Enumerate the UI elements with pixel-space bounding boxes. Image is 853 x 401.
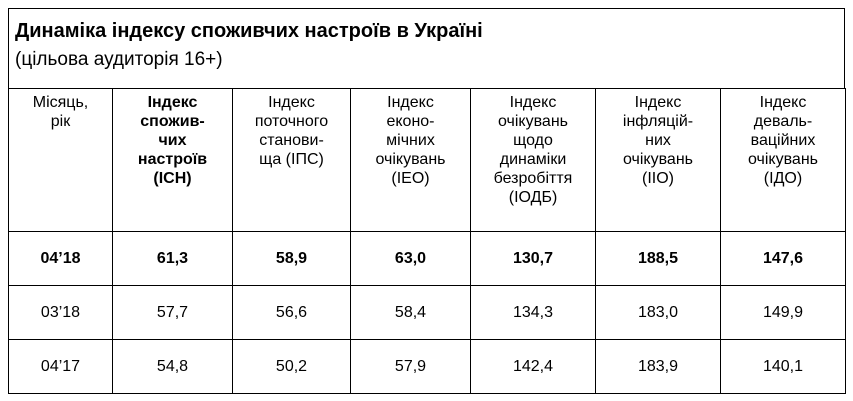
header-row: Місяць, рік Індекс спожив- чих настроїв …	[8, 88, 846, 232]
cell: 130,7	[470, 231, 596, 286]
cell: 183,9	[595, 339, 721, 394]
cell: 188,5	[595, 231, 721, 286]
subtitle: (цільова аудиторія 16+)	[15, 49, 223, 70]
cell: 63,0	[350, 231, 471, 286]
table-row: 04’17 54,8 50,2 57,9 142,4 183,9 140,1	[8, 339, 846, 394]
table: Місяць, рік Індекс спожив- чих настроїв …	[8, 88, 846, 394]
column-header: Індекс очікувань щодо динаміки безробітт…	[470, 88, 596, 232]
cell: 50,2	[232, 339, 351, 394]
row-label: 03’18	[8, 285, 113, 340]
cell: 61,3	[112, 231, 233, 286]
document: Динаміка індексу споживчих настроїв в Ук…	[8, 8, 846, 394]
column-header: Індекс деваль- ваційних очікувань (ІДО)	[720, 88, 846, 232]
table-row: 03’18 57,7 56,6 58,4 134,3 183,0 149,9	[8, 285, 846, 340]
cell: 58,4	[350, 285, 471, 340]
cell: 57,7	[112, 285, 233, 340]
column-header: Індекс еконо- мічних очікувань (ІЕО)	[350, 88, 471, 232]
row-label: 04’17	[8, 339, 113, 394]
cell: 183,0	[595, 285, 721, 340]
cell: 149,9	[720, 285, 846, 340]
cell: 58,9	[232, 231, 351, 286]
cell: 57,9	[350, 339, 471, 394]
cell: 56,6	[232, 285, 351, 340]
row-label: 04’18	[8, 231, 113, 286]
cell: 147,6	[720, 231, 846, 286]
title-box: Динаміка індексу споживчих настроїв в Ук…	[8, 8, 845, 88]
cell: 142,4	[470, 339, 596, 394]
table-row: 04’18 61,3 58,9 63,0 130,7 188,5 147,6	[8, 231, 846, 286]
title: Динаміка індексу споживчих настроїв в Ук…	[15, 20, 483, 42]
column-header: Індекс спожив- чих настроїв (ІСН)	[112, 88, 233, 232]
cell: 134,3	[470, 285, 596, 340]
column-header: Індекс інфляцій- них очікувань (ІІО)	[595, 88, 721, 232]
column-header: Місяць, рік	[8, 88, 113, 232]
column-header: Індекс поточного станови- ща (ІПС)	[232, 88, 351, 232]
cell: 54,8	[112, 339, 233, 394]
cell: 140,1	[720, 339, 846, 394]
